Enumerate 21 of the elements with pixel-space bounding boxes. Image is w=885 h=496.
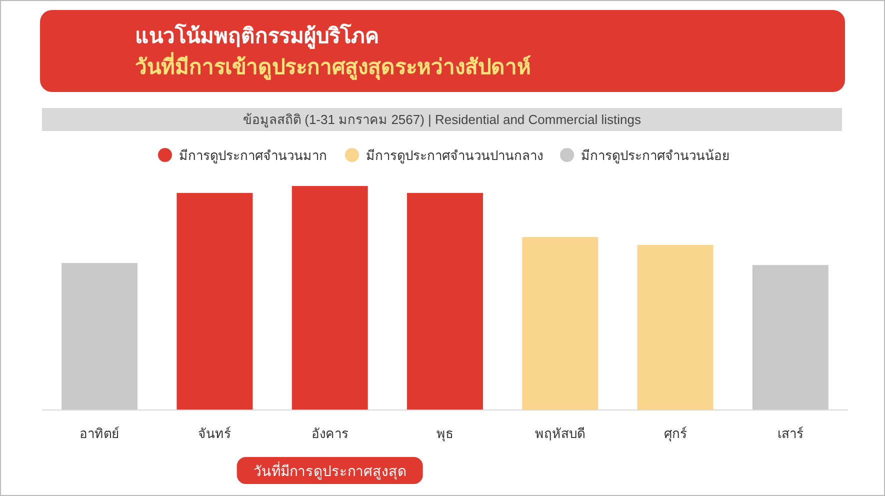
legend-label: มีการดูประกาศจำนวนปานกลาง xyxy=(366,148,543,164)
x-tick-label: พุธ xyxy=(436,426,454,442)
bar xyxy=(522,237,598,410)
x-tick-label: อาทิตย์ xyxy=(80,426,120,441)
text: วันที่มีการดูประกาศสูงสุด xyxy=(253,462,406,480)
legend-label: มีการดูประกาศจำนวนน้อย xyxy=(581,148,730,164)
x-tick-label: ศุกร์ xyxy=(664,426,687,442)
legend-label: มีการดูประกาศจำนวนมาก xyxy=(179,148,327,164)
bar xyxy=(752,265,828,410)
bar xyxy=(62,263,138,410)
x-tick-label: พฤหัสบดี xyxy=(535,426,586,441)
bar xyxy=(637,244,714,410)
text: ข้อมูลสถิติ (1-31 มกราคม 2567) | Residential and Commercial listings xyxy=(243,112,642,128)
x-tick-label: จันทร์ xyxy=(198,426,232,441)
bar xyxy=(292,186,368,410)
bar xyxy=(176,192,253,410)
bar xyxy=(407,192,483,410)
x-tick-label: อังคาร xyxy=(311,426,348,441)
x-tick-label: เสาร์ xyxy=(777,426,804,441)
chart-title: แนวโน้มพฤติกรรมผู้บริโภค xyxy=(135,23,379,50)
chart-subtitle: วันที่มีการเข้าดูประกาศสูงสุดระหว่างสัปดาห์ xyxy=(135,51,531,81)
